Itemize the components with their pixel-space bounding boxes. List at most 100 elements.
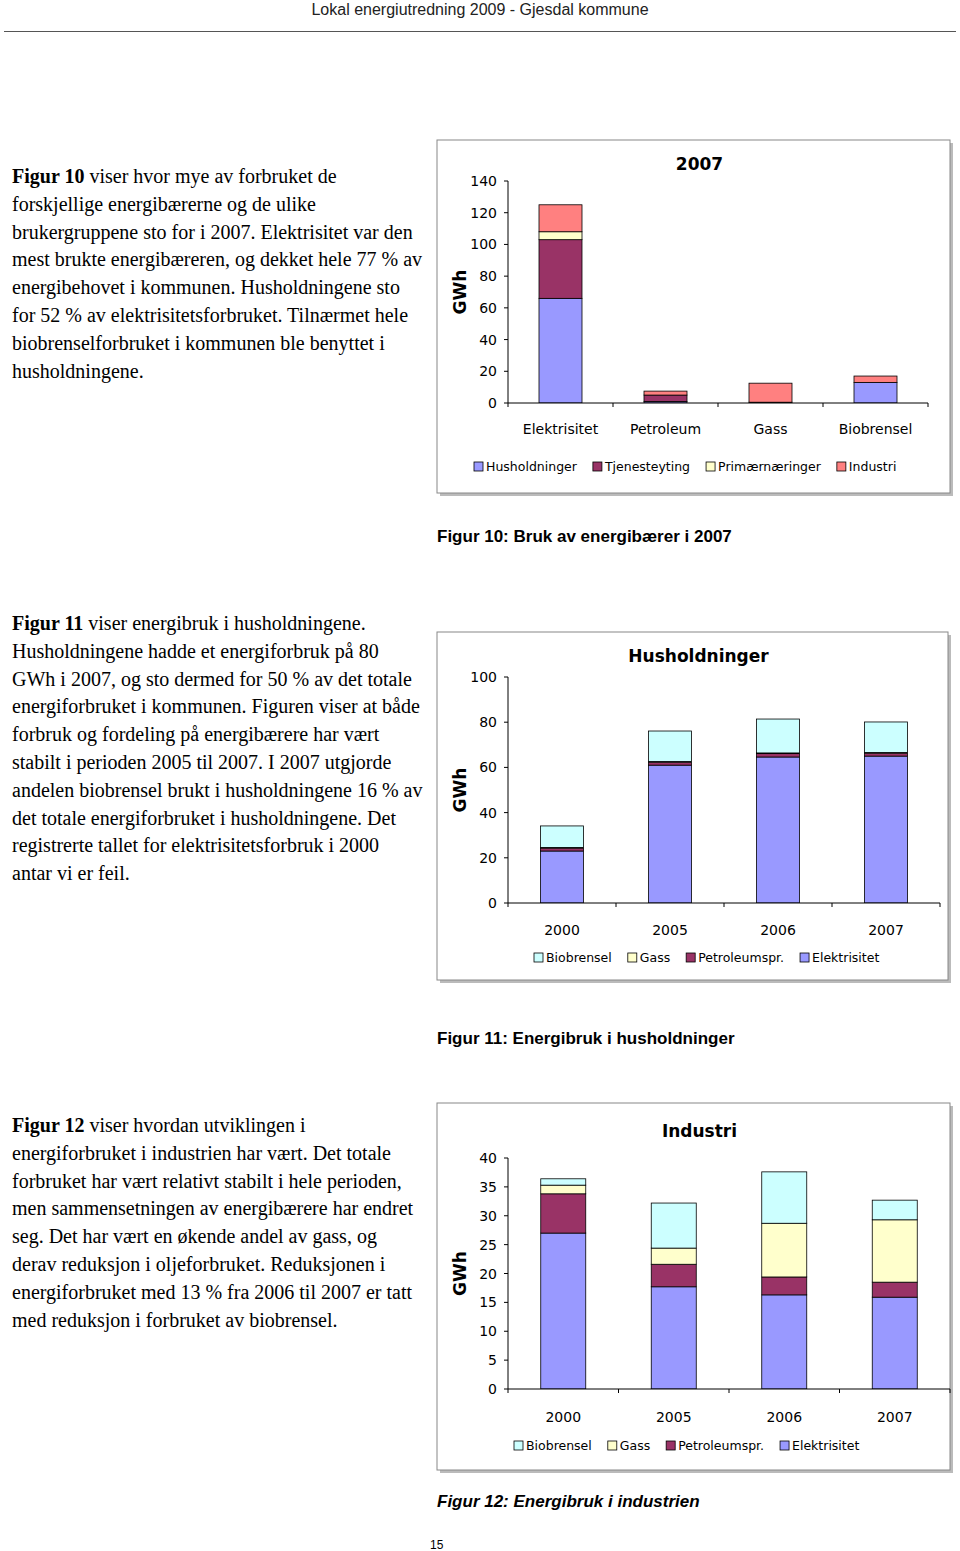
legend-swatch [800,953,809,962]
x-tick-separator [718,403,719,407]
page-number: 15 [430,1538,443,1551]
y-tick-label: 40 [479,1150,497,1166]
chart: IndustriGWh05101520253035402000200520062… [437,1103,953,1473]
x-tick-separator [729,1389,730,1393]
x-tick-separator [839,1389,840,1393]
y-tick-label: 20 [479,1266,497,1282]
y-tick-label: 120 [470,205,497,221]
legend-label: Husholdninger [486,459,578,474]
figure-caption: Figur 11: Energibruk i husholdninger [437,1029,735,1049]
bars [541,719,908,903]
y-tick-label: 40 [479,805,497,821]
chart-title: 2007 [676,154,723,174]
x-tick-separator [940,903,941,907]
y-tick-label: 100 [470,236,497,252]
paragraph-lead: Figur 11 [12,612,83,634]
y-tick [504,1244,508,1245]
legend-swatch [593,462,602,471]
legend-label: Elektrisitet [812,950,879,965]
legend: BiobrenselGassPetroleumspr.Elektrisitet [514,1438,859,1453]
legend-label: Petroleumspr. [698,950,784,965]
paragraph-lead: Figur 12 [12,1114,84,1136]
y-tick-label: 25 [479,1237,497,1253]
y-tick-label: 0 [488,395,497,411]
x-tick-separator [613,403,614,407]
bar-segment [872,1220,917,1282]
x-tick-label: Petroleum [630,421,701,437]
x-tick-label: Elektrisitet [523,421,599,437]
legend-label: Gass [620,1438,650,1453]
bar-segment [651,1248,696,1264]
paragraph: Figur 12 viser hvordan utviklingen i ene… [12,1112,424,1334]
paragraph-text: viser energibruk i husholdningene. Husho… [12,612,422,884]
y-tick [504,1331,508,1332]
bar-segment [854,376,897,382]
x-tick-label: Biobrensel [839,421,913,437]
legend: BiobrenselGassPetroleumspr.Elektrisitet [534,950,879,965]
legend-swatch [628,953,637,962]
x-tick-label: 2006 [760,922,796,938]
charts-layer: 2007GWh020406080100120140ElektrisitetPet… [0,0,960,1551]
legend: HusholdningerTjenesteytingPrimærnæringer… [474,459,896,474]
y-tick-label: 5 [488,1352,497,1368]
y-tick [504,244,508,245]
x-tick-label: 2006 [766,1409,802,1425]
bar-segment [541,1194,586,1233]
y-tick [504,903,508,904]
chart: HusholdningerGWh020406080100200020052006… [437,632,951,983]
bars [539,205,897,403]
legend-label: Biobrensel [526,1438,592,1453]
bar-segment [757,719,800,753]
x-tick-separator [616,903,617,907]
bar-segment [757,754,800,757]
y-tick-label: 0 [488,1381,497,1397]
y-tick [504,812,508,813]
y-tick [504,857,508,858]
bar-segment [644,395,687,401]
y-tick [504,181,508,182]
y-tick-label: 80 [479,268,497,284]
legend-label: Primærnæringer [718,459,822,474]
paragraph-lead: Figur 10 [12,165,84,187]
y-tick [504,339,508,340]
bar-segment [649,765,692,903]
y-tick-label: 10 [479,1323,497,1339]
bar-segment [762,1295,807,1389]
legend-swatch [514,1441,523,1450]
paragraph: Figur 10 viser hvor mye av forbruket de … [12,163,424,385]
y-tick-label: 60 [479,759,497,775]
bar-segment [541,1185,586,1194]
chart-title: Husholdninger [628,646,769,666]
bar-segment [539,232,582,240]
figure-caption: Figur 10: Bruk av energibærer i 2007 [437,527,732,547]
x-tick-separator [832,903,833,907]
bar-segment [649,731,692,762]
bar-segment [854,382,897,403]
x-tick-separator [618,1389,619,1393]
header-rule [4,31,956,32]
y-axis-label: GWh [450,1251,470,1296]
legend-swatch [780,1441,789,1450]
paragraph-text: viser hvordan utviklingen i energiforbru… [12,1114,413,1331]
bar-segment [541,1179,586,1185]
bar-segment [539,298,582,403]
bar-segment [757,757,800,903]
y-tick [504,767,508,768]
chart-title: Industri [662,1121,737,1141]
y-tick-label: 60 [479,300,497,316]
x-tick-label: 2007 [868,922,904,938]
paragraph: Figur 11 viser energibruk i husholdninge… [12,610,424,888]
x-tick-separator [823,403,824,407]
bar-segment [539,205,582,232]
x-tick-label: 2007 [877,1409,913,1425]
y-tick-label: 0 [488,895,497,911]
bar-segment [541,848,584,851]
x-tick-label: 2000 [545,1409,581,1425]
y-tick-label: 20 [479,363,497,379]
x-tick-separator [508,903,509,907]
y-tick [504,212,508,213]
y-tick [504,1389,508,1390]
legend-swatch [608,1441,617,1450]
legend-swatch [837,462,846,471]
y-tick [504,276,508,277]
